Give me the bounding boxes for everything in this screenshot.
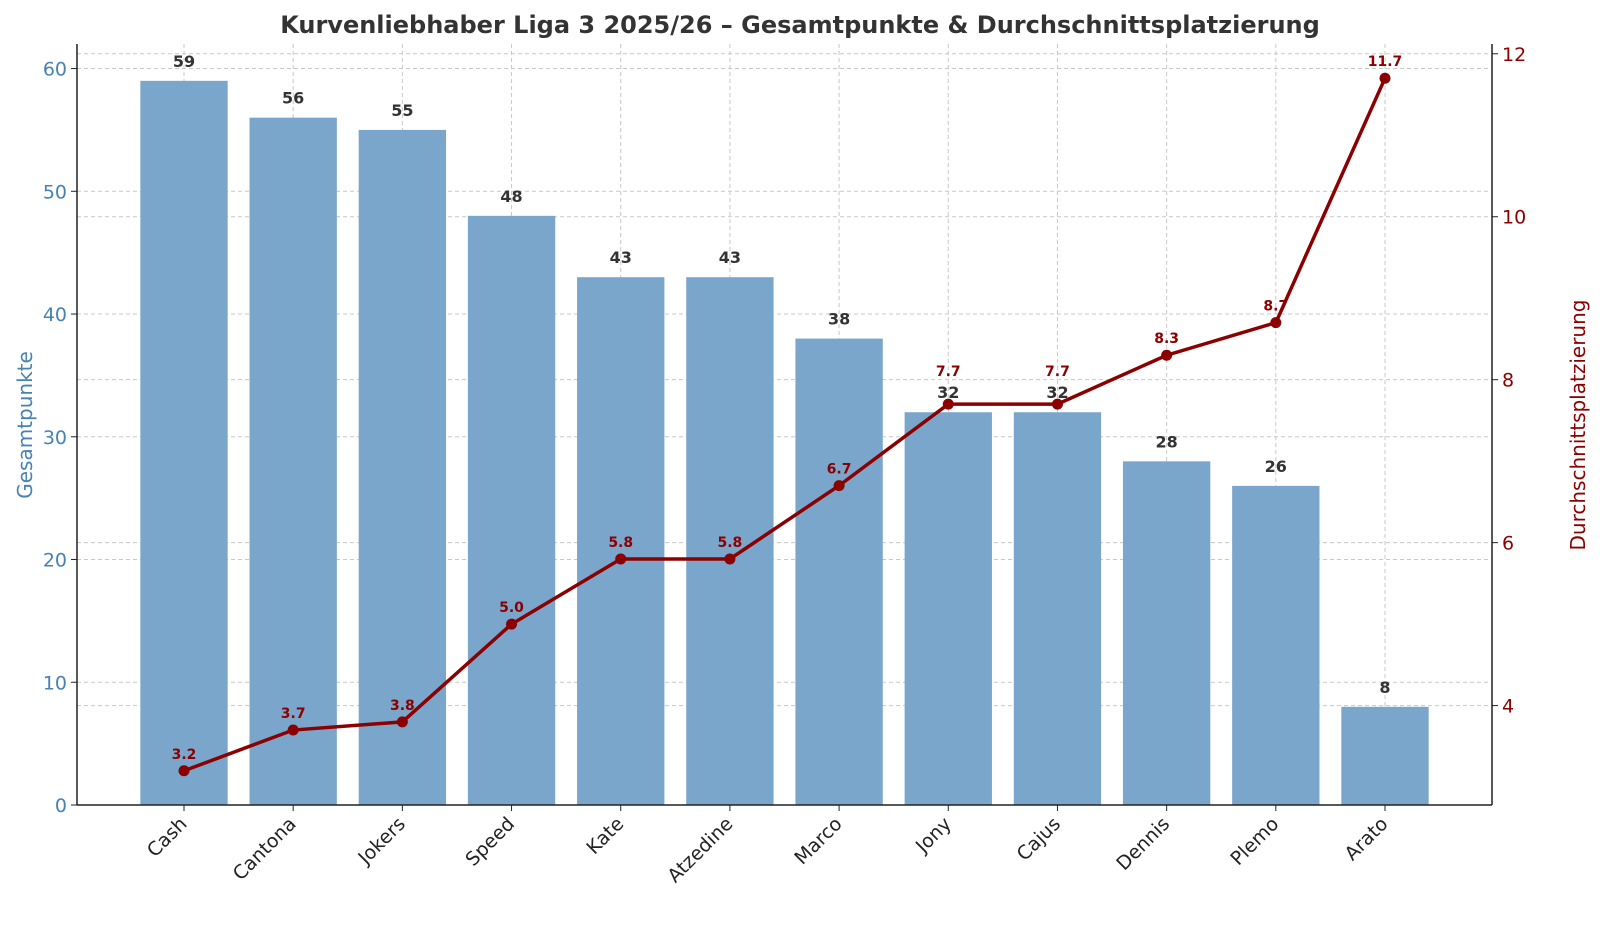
x-tick-label: Cash bbox=[143, 813, 192, 862]
y-tick-label: 20 bbox=[43, 550, 67, 572]
line-point-speed bbox=[506, 618, 518, 630]
y2-tick-label: 6 bbox=[1502, 533, 1514, 555]
line-point-marco bbox=[833, 480, 845, 492]
bar-value-label: 8 bbox=[1379, 678, 1390, 697]
y-tick-label: 40 bbox=[43, 304, 67, 326]
bar-value-label: 55 bbox=[391, 101, 413, 120]
bar-value-label: 43 bbox=[610, 248, 632, 267]
x-tick-label: Speed bbox=[461, 813, 519, 871]
bar-marco bbox=[795, 338, 883, 805]
bar-speed bbox=[467, 215, 556, 805]
line-value-label: 8.7 bbox=[1263, 299, 1288, 315]
line-point-arato bbox=[1379, 72, 1391, 84]
x-tick-label: Jokers bbox=[353, 813, 410, 870]
line-series-avg-placement bbox=[183, 77, 1387, 773]
bar-jokers bbox=[358, 129, 447, 805]
chart-title: Kurvenliebhaber Liga 3 2025/26 – Gesamtp… bbox=[280, 11, 1320, 39]
line-point-dennis bbox=[1161, 349, 1173, 361]
x-tick-label: Jony bbox=[911, 813, 956, 858]
x-tick-label: Atzedine bbox=[663, 813, 737, 887]
bar-value-label: 56 bbox=[282, 89, 304, 108]
line-point-cash bbox=[178, 765, 190, 777]
line-point-atzedine bbox=[724, 553, 736, 565]
y-tick-label: 30 bbox=[43, 427, 67, 449]
line-value-label: 5.8 bbox=[608, 535, 633, 551]
bar-value-label: 38 bbox=[828, 310, 850, 329]
x-tick-label: Cantona bbox=[229, 813, 301, 885]
bar-arato bbox=[1341, 706, 1429, 805]
line-point-jokers bbox=[396, 716, 408, 728]
bar-value-label: 48 bbox=[500, 187, 522, 206]
line-value-label: 8.3 bbox=[1154, 331, 1179, 347]
x-tick-label: Plemo bbox=[1226, 813, 1283, 870]
bar-cash bbox=[140, 80, 228, 806]
y2-tick-label: 8 bbox=[1502, 370, 1514, 392]
line-value-label: 7.7 bbox=[1045, 364, 1070, 380]
bar-jony bbox=[904, 412, 992, 805]
bar-dennis bbox=[1122, 461, 1211, 805]
y2-axis-label: Durchschnittsplatzierung bbox=[1566, 300, 1590, 551]
bar-value-label: 32 bbox=[1046, 383, 1068, 402]
bar-value-label: 43 bbox=[719, 248, 741, 267]
x-tick-label: Dennis bbox=[1112, 813, 1174, 875]
line-value-label: 5.8 bbox=[718, 535, 743, 551]
y2-tick-label: 12 bbox=[1502, 44, 1526, 66]
x-tick-label: Kate bbox=[582, 813, 628, 859]
y-tick-label: 60 bbox=[43, 59, 67, 81]
line-value-label: 7.7 bbox=[936, 364, 961, 380]
line-value-label: 5.0 bbox=[499, 600, 524, 616]
y-tick-label: 0 bbox=[55, 795, 67, 817]
y2-tick-label: 10 bbox=[1502, 207, 1526, 229]
bar-value-label: 26 bbox=[1265, 457, 1287, 476]
bar-value-label: 28 bbox=[1156, 432, 1178, 451]
x-tick-label: Marco bbox=[790, 813, 846, 869]
line-point-jony bbox=[942, 398, 954, 410]
line-value-label: 6.7 bbox=[827, 462, 852, 478]
y2-tick-label: 4 bbox=[1502, 696, 1514, 718]
bar-value-label: 32 bbox=[937, 383, 959, 402]
line-value-label: 3.2 bbox=[172, 747, 197, 763]
y-tick-label: 50 bbox=[43, 181, 67, 203]
x-tick-label: Arato bbox=[1341, 813, 1393, 865]
line-value-label: 3.8 bbox=[390, 698, 415, 714]
bar-plemo bbox=[1232, 485, 1320, 805]
y-axis-label: Gesamtpunkte bbox=[13, 351, 37, 499]
line-value-label: 3.7 bbox=[281, 706, 306, 722]
bar-cantona bbox=[249, 117, 337, 806]
y-tick-label: 10 bbox=[43, 672, 67, 694]
line-point-plemo bbox=[1270, 317, 1282, 329]
bar-kate bbox=[577, 277, 665, 805]
bar-value-label: 59 bbox=[173, 52, 195, 71]
bar-cajus bbox=[1013, 412, 1102, 805]
x-tick-label: Cajus bbox=[1013, 813, 1065, 865]
line-point-cantona bbox=[287, 724, 299, 736]
line-point-cajus bbox=[1051, 398, 1063, 410]
line-point-kate bbox=[615, 553, 627, 565]
line-value-label: 11.7 bbox=[1368, 54, 1403, 70]
